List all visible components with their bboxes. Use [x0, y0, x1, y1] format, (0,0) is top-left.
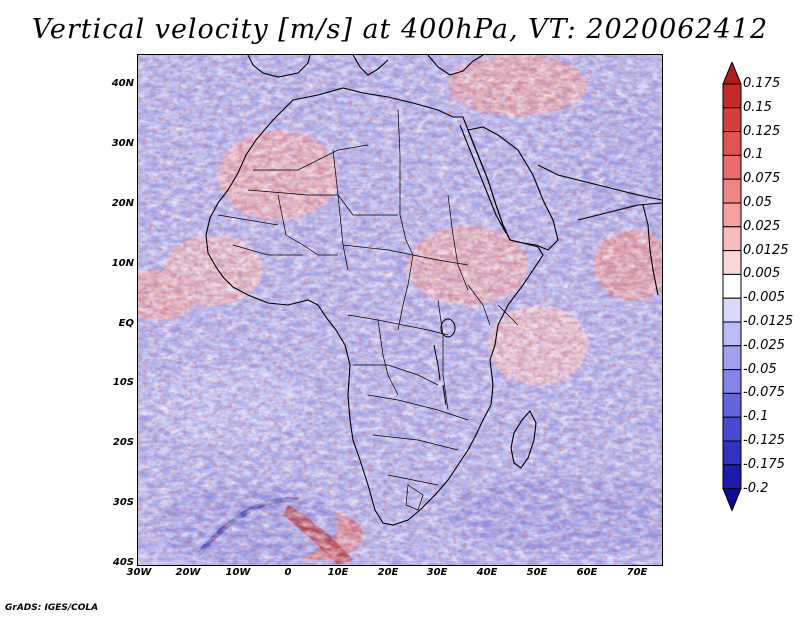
- colorbar-tick-label: 0.1: [743, 147, 764, 163]
- lat-label-10n: 10N: [111, 258, 134, 269]
- colorbar-tick-label: -0.0125: [743, 314, 794, 329]
- colorbar-swatch: [722, 154, 742, 180]
- lon-label-0: 0: [284, 567, 292, 578]
- colorbar-swatch: [722, 83, 742, 109]
- lat-label-eq: EQ: [118, 318, 134, 329]
- colorbar-swatch: [722, 226, 742, 252]
- colorbar-tick-label: -0.1: [743, 409, 769, 425]
- colorbar-tick-label: 0.0125: [743, 242, 789, 258]
- colorbar: [722, 62, 742, 512]
- colorbar-tick-label: 0.025: [743, 218, 781, 234]
- colorbar-swatch: [722, 273, 742, 299]
- lat-label-20n: 20N: [111, 198, 134, 209]
- colorbar-tick-label: 0.075: [743, 171, 781, 187]
- colorbar-tick-label: 0.125: [743, 123, 781, 139]
- colorbar-swatch: [722, 107, 742, 133]
- lat-label-40n: 40N: [111, 78, 134, 89]
- coastlines: [205, 55, 662, 526]
- colorbar-swatch: [722, 392, 742, 418]
- lon-label-40e: 40E: [476, 567, 498, 578]
- lat-label-40s: 40S: [112, 557, 134, 568]
- colorbar-swatch: [722, 202, 742, 228]
- colorbar-swatch: [722, 250, 742, 275]
- colorbar-tick-label: -0.2: [743, 480, 769, 496]
- colorbar-tick-label: -0.005: [743, 290, 785, 306]
- credit-text: GrADS: IGES/COLA: [5, 603, 99, 613]
- vertical-velocity-field: [138, 55, 662, 565]
- lat-label-30n: 30N: [111, 138, 134, 149]
- lon-label-30e: 30E: [426, 567, 448, 578]
- lon-label-60e: 60E: [576, 567, 598, 578]
- country-borders: [217, 109, 519, 511]
- colorbar-max-triangle: [722, 62, 742, 85]
- colorbar-tick-label: 0.05: [743, 195, 772, 210]
- colorbar-tick-label: -0.05: [743, 361, 777, 377]
- colorbar-swatch: [722, 321, 742, 347]
- lon-label-50e: 50E: [526, 567, 548, 578]
- colorbar-tick-label: 0.005: [743, 266, 781, 282]
- lon-label-10w: 10W: [225, 567, 251, 578]
- colorbar-tick-label: -0.175: [743, 456, 785, 472]
- chart-title: Vertical velocity [m/s] at 400hPa, VT: 2…: [31, 14, 769, 45]
- lon-label-10e: 10E: [327, 567, 349, 578]
- colorbar-tick-label: -0.025: [743, 337, 785, 353]
- lon-label-20w: 20W: [175, 567, 201, 578]
- colorbar-tick-label: 0.175: [743, 76, 781, 91]
- lakes: [433, 318, 456, 406]
- lat-label-20s: 20S: [112, 437, 134, 448]
- lon-label-20e: 20E: [377, 567, 399, 578]
- lon-label-70e: 70E: [626, 567, 648, 578]
- colorbar-min-triangle: [722, 488, 742, 512]
- map-panel: [137, 54, 663, 566]
- colorbar-swatch: [722, 464, 742, 490]
- colorbar-swatch: [722, 440, 742, 466]
- lat-label-30s: 30S: [112, 497, 134, 508]
- lat-label-10s: 10S: [112, 377, 134, 388]
- colorbar-swatch: [722, 369, 742, 394]
- lon-label-30w: 30W: [126, 567, 152, 578]
- colorbar-tick-label: -0.075: [743, 385, 785, 401]
- colorbar-swatch: [722, 416, 742, 442]
- colorbar-swatch: [722, 345, 742, 371]
- colorbar-swatch: [722, 131, 742, 156]
- colorbar-tick-label: -0.125: [743, 433, 785, 448]
- colorbar-swatch: [722, 178, 742, 204]
- colorbar-tick-label: 0.15: [743, 99, 772, 115]
- colorbar-swatch: [722, 297, 742, 323]
